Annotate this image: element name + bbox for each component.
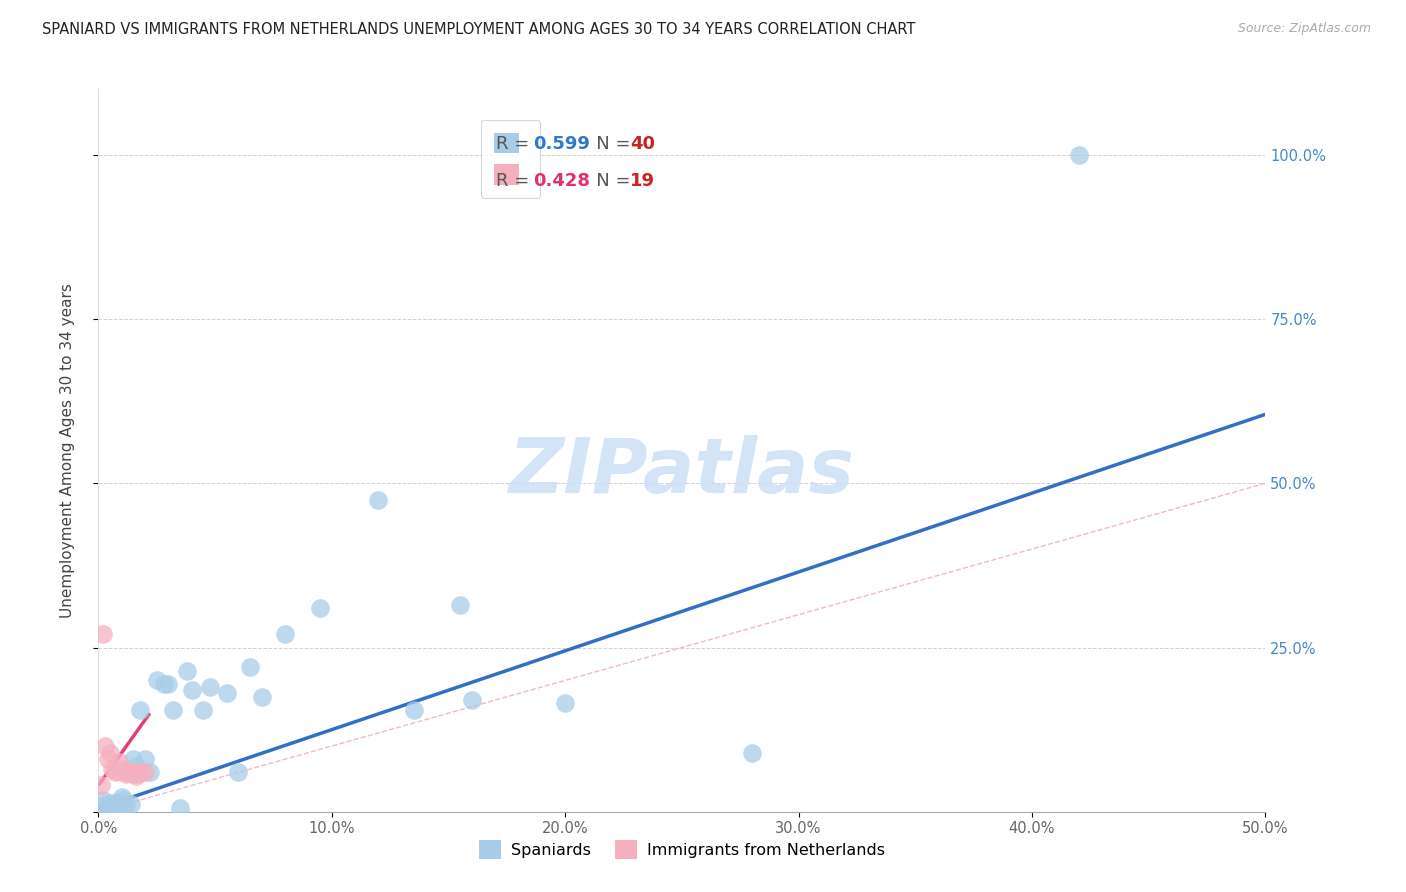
Point bbox=[125, 768, 148, 783]
Point bbox=[180, 683, 202, 698]
Text: 0.599: 0.599 bbox=[533, 135, 589, 153]
Point bbox=[94, 739, 117, 753]
Point bbox=[98, 746, 121, 760]
Point bbox=[120, 765, 142, 780]
Legend: Spaniards, Immigrants from Netherlands: Spaniards, Immigrants from Netherlands bbox=[472, 834, 891, 865]
Text: N =: N = bbox=[579, 135, 637, 153]
Point bbox=[127, 766, 149, 780]
Point bbox=[122, 752, 145, 766]
Point bbox=[115, 798, 138, 813]
Point bbox=[108, 756, 131, 770]
Point bbox=[239, 660, 262, 674]
Point bbox=[367, 492, 389, 507]
Text: ZIPatlas: ZIPatlas bbox=[509, 435, 855, 509]
Point bbox=[111, 762, 134, 776]
Point bbox=[111, 790, 134, 805]
Point bbox=[309, 601, 332, 615]
Point bbox=[134, 752, 156, 766]
Point bbox=[97, 752, 120, 766]
Point bbox=[176, 664, 198, 678]
Point bbox=[104, 799, 127, 814]
Point bbox=[105, 764, 128, 778]
Point bbox=[112, 765, 135, 780]
Point bbox=[120, 797, 142, 811]
Point bbox=[200, 680, 222, 694]
Point bbox=[193, 703, 215, 717]
Text: Source: ZipAtlas.com: Source: ZipAtlas.com bbox=[1237, 22, 1371, 36]
Point bbox=[449, 598, 471, 612]
Point bbox=[274, 627, 297, 641]
Point bbox=[91, 793, 114, 807]
Text: R =: R = bbox=[496, 172, 536, 190]
Text: N =: N = bbox=[579, 172, 637, 190]
Point bbox=[169, 801, 191, 815]
Point bbox=[402, 703, 425, 717]
Point bbox=[118, 765, 141, 780]
Point bbox=[90, 779, 112, 793]
Y-axis label: Unemployment Among Ages 30 to 34 years: Unemployment Among Ages 30 to 34 years bbox=[60, 283, 75, 618]
Point bbox=[125, 758, 148, 772]
Point bbox=[215, 686, 238, 700]
Point bbox=[129, 703, 152, 717]
Point bbox=[118, 764, 141, 778]
Point bbox=[97, 801, 120, 815]
Point bbox=[105, 795, 128, 809]
Point bbox=[741, 746, 763, 760]
Point bbox=[152, 676, 174, 690]
Point bbox=[554, 696, 576, 710]
Text: 0.428: 0.428 bbox=[533, 172, 591, 190]
Point bbox=[108, 798, 131, 813]
Point bbox=[157, 676, 180, 690]
Point bbox=[115, 766, 138, 780]
Text: 40: 40 bbox=[630, 135, 655, 153]
Text: 19: 19 bbox=[630, 172, 655, 190]
Point bbox=[139, 765, 162, 780]
Point bbox=[91, 627, 114, 641]
Point bbox=[461, 693, 484, 707]
Point bbox=[112, 793, 135, 807]
Point bbox=[134, 765, 156, 780]
Point bbox=[1067, 148, 1090, 162]
Point bbox=[98, 796, 121, 810]
Point bbox=[250, 690, 273, 704]
Point bbox=[146, 673, 169, 688]
Point bbox=[228, 765, 250, 780]
Point bbox=[162, 703, 184, 717]
Text: SPANIARD VS IMMIGRANTS FROM NETHERLANDS UNEMPLOYMENT AMONG AGES 30 TO 34 YEARS C: SPANIARD VS IMMIGRANTS FROM NETHERLANDS … bbox=[42, 22, 915, 37]
Point bbox=[101, 762, 124, 776]
Point bbox=[104, 765, 127, 780]
Text: R =: R = bbox=[496, 135, 536, 153]
Point bbox=[101, 798, 124, 813]
Point bbox=[129, 765, 152, 780]
Point bbox=[94, 798, 117, 813]
Point bbox=[122, 766, 145, 780]
